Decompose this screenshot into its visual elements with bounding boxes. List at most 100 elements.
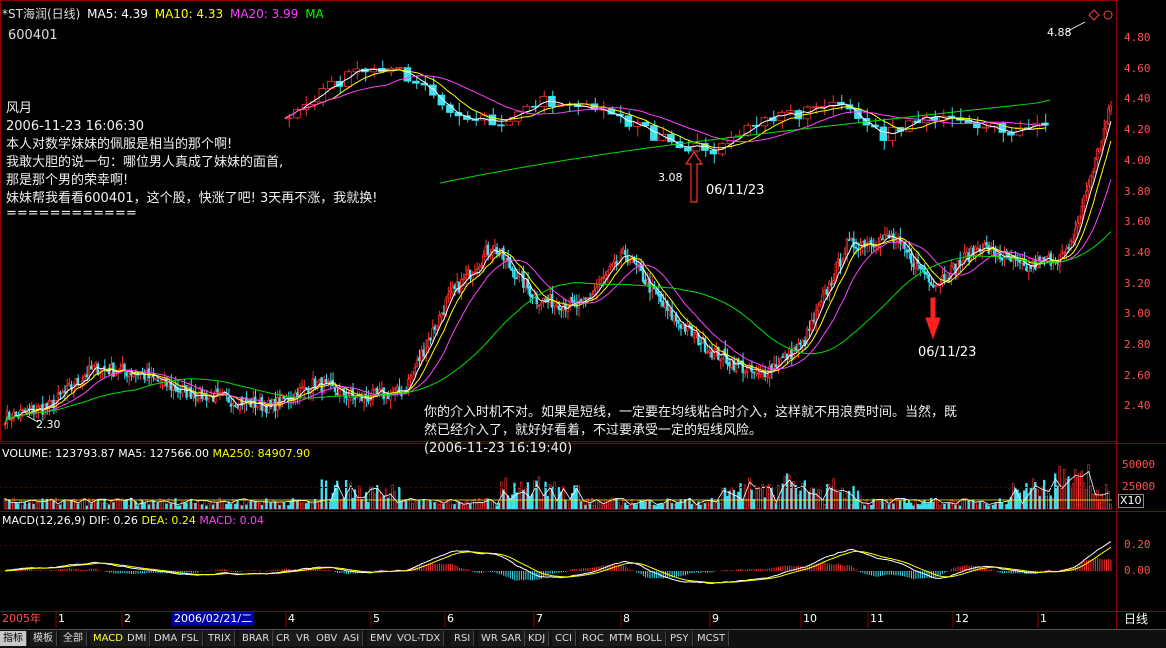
volume-bar bbox=[320, 479, 323, 510]
volume-bar bbox=[582, 500, 585, 510]
volume-bar bbox=[721, 488, 725, 510]
date-tick: 7 bbox=[536, 612, 543, 625]
tab-模板[interactable]: 模板 bbox=[30, 631, 57, 646]
indicator-value: DIF: 0.26 bbox=[89, 514, 142, 527]
candle-body bbox=[601, 277, 605, 279]
volume-bar bbox=[1074, 469, 1077, 510]
tab-dmi[interactable]: DMI bbox=[124, 631, 151, 646]
volume-bar bbox=[531, 494, 534, 510]
tab-dma[interactable]: DMA bbox=[151, 631, 182, 646]
candle-body bbox=[451, 287, 454, 293]
candle-body bbox=[918, 264, 922, 269]
candle-body bbox=[216, 388, 219, 393]
volume-bar bbox=[477, 498, 481, 510]
tab-psy[interactable]: PSY bbox=[667, 631, 693, 646]
candle-body bbox=[757, 372, 760, 375]
tab-mcst[interactable]: MCST bbox=[694, 631, 730, 646]
volume-bar bbox=[528, 496, 532, 510]
volume-bar bbox=[143, 502, 146, 510]
candle-body bbox=[586, 297, 589, 300]
volume-bar bbox=[885, 499, 888, 510]
volume-bar bbox=[163, 501, 166, 510]
volume-bar bbox=[187, 500, 190, 510]
indicator-value: MA5: 127566.00 bbox=[118, 447, 213, 460]
tab-brar[interactable]: BRAR bbox=[239, 631, 274, 646]
candle-body bbox=[327, 380, 330, 383]
indicator-value: VOLUME: 123793.87 bbox=[2, 447, 119, 460]
candle-body bbox=[934, 285, 937, 288]
candle-body bbox=[952, 262, 955, 268]
tab-macd[interactable]: MACD bbox=[90, 631, 127, 646]
volume-bar bbox=[23, 502, 26, 510]
candle-body bbox=[3, 423, 7, 426]
date-tick: 9 bbox=[712, 612, 719, 625]
candle-body bbox=[1080, 205, 1083, 218]
volume-bar bbox=[1047, 489, 1050, 510]
volume-bar bbox=[347, 494, 350, 510]
volume-bar bbox=[699, 504, 702, 510]
zoom-candle-body bbox=[828, 101, 837, 107]
volume-bar bbox=[936, 501, 939, 510]
volume-bar bbox=[890, 498, 893, 510]
volume-bar bbox=[686, 501, 689, 510]
tab-boll[interactable]: BOLL bbox=[633, 631, 666, 646]
volume-bar bbox=[411, 503, 414, 510]
candle-body bbox=[1034, 260, 1037, 270]
candle-body bbox=[471, 274, 474, 280]
tab-obv[interactable]: OBV bbox=[313, 631, 342, 646]
candle-body bbox=[12, 411, 15, 420]
zoom-candle-body bbox=[395, 67, 403, 70]
volume-bar bbox=[25, 504, 29, 510]
zoom-candle-body bbox=[998, 123, 1007, 133]
candle-body bbox=[435, 325, 439, 331]
candle-body bbox=[21, 408, 24, 411]
candle-body bbox=[1096, 148, 1099, 160]
zoom-candle-body bbox=[403, 67, 412, 82]
volume-bar bbox=[364, 492, 368, 510]
volume-bar bbox=[730, 487, 733, 510]
volume-bar bbox=[672, 504, 676, 510]
volume-bar bbox=[14, 501, 18, 510]
volume-bar bbox=[746, 498, 749, 510]
volume-bar bbox=[828, 484, 831, 510]
tab-sar[interactable]: SAR bbox=[498, 631, 526, 646]
tab-trix[interactable]: TRIX bbox=[205, 631, 235, 646]
volume-bar bbox=[56, 504, 60, 510]
volume-header: VOLUME: 123793.87 MA5: 127566.00 MA250: … bbox=[2, 447, 310, 461]
price-tick: 4.00 bbox=[1124, 153, 1151, 167]
tab-emv[interactable]: EMV bbox=[367, 631, 396, 646]
volume-bar bbox=[1003, 504, 1006, 510]
tab-vr[interactable]: VR bbox=[293, 631, 314, 646]
volume-bar bbox=[94, 502, 97, 510]
candle-body bbox=[65, 384, 69, 394]
candle-body bbox=[236, 406, 239, 409]
tab-mtm[interactable]: MTM bbox=[606, 631, 637, 646]
tab-kdj[interactable]: KDJ bbox=[525, 631, 550, 646]
tab-asi[interactable]: ASI bbox=[340, 631, 364, 646]
tab-指标[interactable]: 指标 bbox=[0, 631, 27, 646]
ma-line bbox=[4, 231, 1112, 425]
volume-bar bbox=[431, 502, 434, 510]
tab-vol-tdx[interactable]: VOL-TDX bbox=[394, 631, 445, 646]
candle-body bbox=[1076, 222, 1079, 228]
volume-bar bbox=[453, 504, 456, 510]
volume-bar bbox=[176, 505, 179, 510]
tab-cci[interactable]: CCI bbox=[552, 631, 576, 646]
volume-bar bbox=[19, 500, 22, 510]
candle-body bbox=[555, 304, 558, 307]
tab-rsi[interactable]: RSI bbox=[451, 631, 475, 646]
volume-bar bbox=[338, 501, 341, 510]
tab-cr[interactable]: CR bbox=[273, 631, 294, 646]
volume-bar bbox=[309, 502, 312, 510]
tab-全部[interactable]: 全部 bbox=[60, 631, 87, 646]
candle-body bbox=[863, 240, 866, 248]
candle-body bbox=[794, 346, 798, 352]
volume-bar bbox=[342, 498, 346, 510]
tab-roc[interactable]: ROC bbox=[579, 631, 608, 646]
candle-body bbox=[686, 323, 689, 332]
volume-bar bbox=[189, 499, 193, 510]
candle-body bbox=[369, 399, 372, 401]
tab-fsl[interactable]: FSL bbox=[178, 631, 203, 646]
volume-bar bbox=[457, 501, 461, 510]
